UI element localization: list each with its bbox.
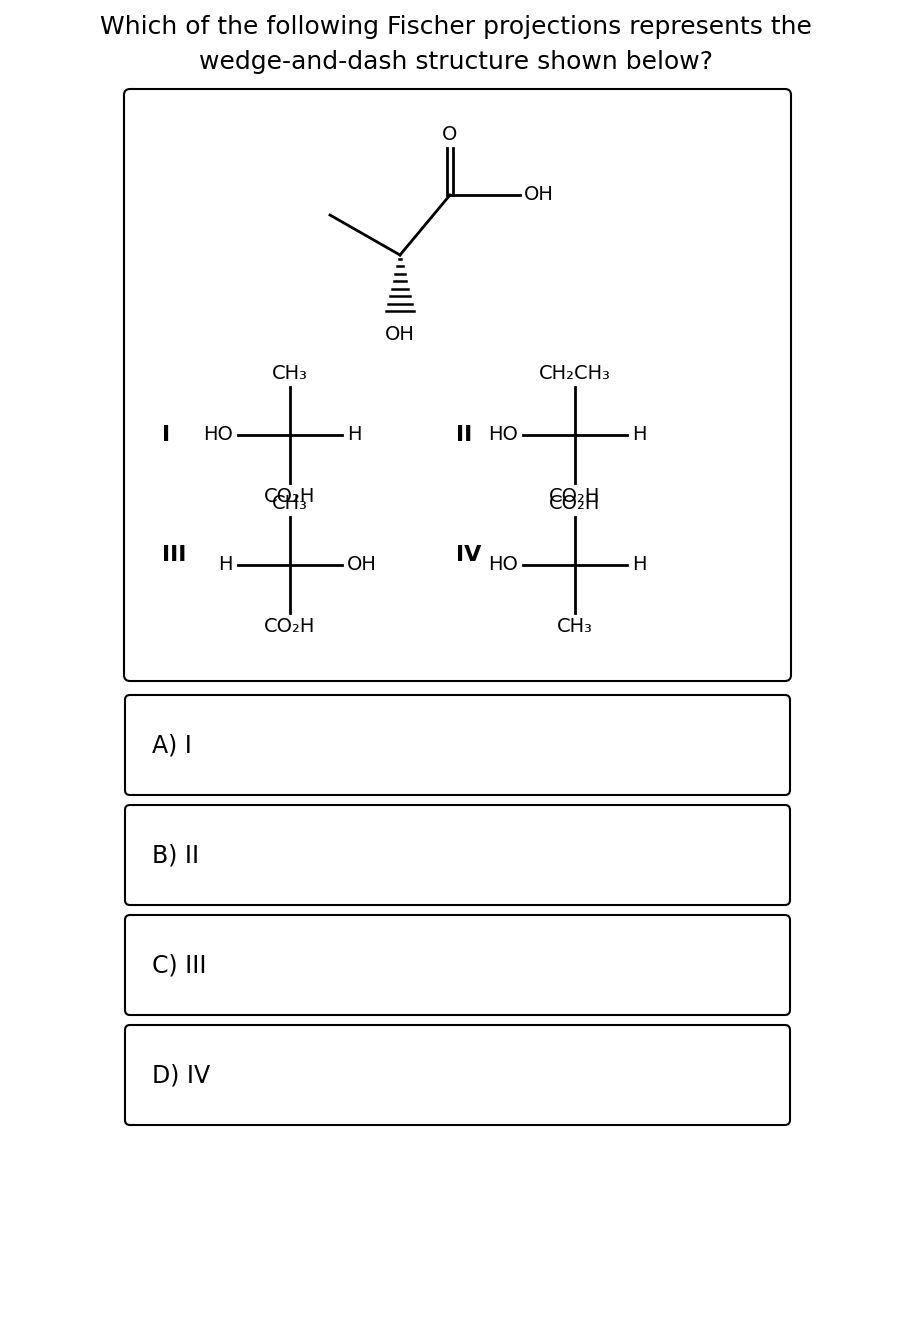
FancyBboxPatch shape bbox=[125, 696, 789, 795]
FancyBboxPatch shape bbox=[125, 805, 789, 904]
Text: H: H bbox=[631, 556, 646, 575]
Text: OH: OH bbox=[524, 185, 553, 205]
Text: CH₃: CH₃ bbox=[271, 493, 308, 513]
Text: H: H bbox=[346, 426, 361, 444]
Text: CH₂CH₃: CH₂CH₃ bbox=[538, 364, 610, 383]
Text: II: II bbox=[456, 426, 472, 446]
Text: B) II: B) II bbox=[152, 843, 199, 867]
FancyBboxPatch shape bbox=[124, 89, 790, 681]
Text: III: III bbox=[162, 545, 186, 565]
Text: CO₂H: CO₂H bbox=[548, 487, 600, 505]
Text: Which of the following Fischer projections represents the: Which of the following Fischer projectio… bbox=[100, 15, 811, 39]
Text: HO: HO bbox=[487, 556, 517, 575]
Text: CO₂H: CO₂H bbox=[264, 617, 315, 636]
Text: OH: OH bbox=[384, 325, 415, 344]
Text: O: O bbox=[442, 125, 457, 144]
Text: CH₃: CH₃ bbox=[271, 364, 308, 383]
Text: HO: HO bbox=[203, 426, 232, 444]
Text: CO₂H: CO₂H bbox=[548, 493, 600, 513]
FancyBboxPatch shape bbox=[125, 1025, 789, 1125]
Text: H: H bbox=[219, 556, 232, 575]
Text: IV: IV bbox=[456, 545, 481, 565]
Text: H: H bbox=[631, 426, 646, 444]
Text: C) III: C) III bbox=[152, 954, 206, 978]
Text: A) I: A) I bbox=[152, 733, 191, 757]
FancyBboxPatch shape bbox=[125, 915, 789, 1015]
Text: HO: HO bbox=[487, 426, 517, 444]
Text: CH₃: CH₃ bbox=[557, 617, 592, 636]
Text: D) IV: D) IV bbox=[152, 1063, 210, 1087]
Text: OH: OH bbox=[346, 556, 376, 575]
Text: I: I bbox=[162, 426, 170, 446]
Text: wedge-and-dash structure shown below?: wedge-and-dash structure shown below? bbox=[199, 51, 712, 74]
Text: CO₂H: CO₂H bbox=[264, 487, 315, 505]
